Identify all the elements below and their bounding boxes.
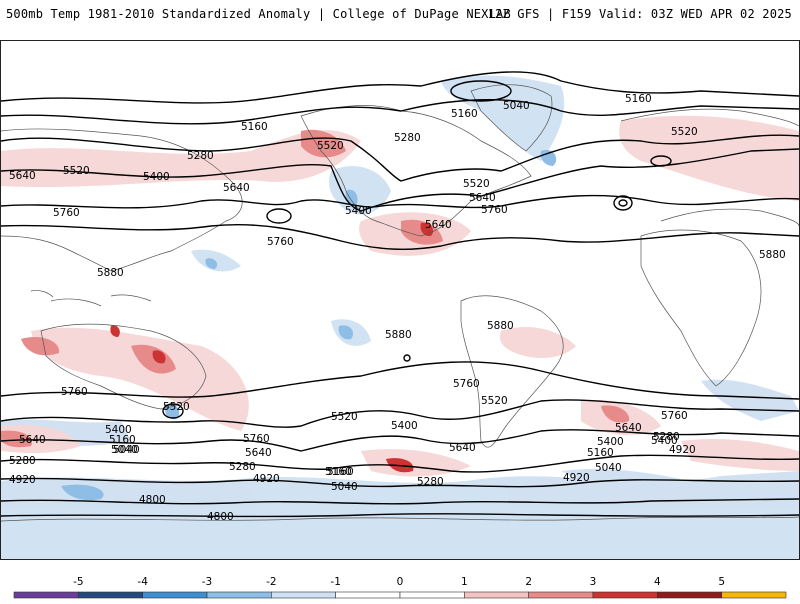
colorbar-segment — [271, 591, 336, 599]
contour-label: 5640 — [469, 192, 496, 204]
contour-label: 5640 — [19, 434, 46, 446]
contour-label: 4920 — [563, 472, 590, 484]
contour-label: 5280 — [394, 132, 421, 144]
contour-label: 5760 — [661, 410, 688, 422]
contour-label: 4800 — [207, 511, 234, 523]
contour-label: 5040 — [503, 100, 530, 112]
colorbar-segment — [721, 591, 787, 599]
height-contours — [1, 71, 799, 518]
contour-label: 5520 — [463, 178, 490, 190]
contour-labels: 5160 5040 5160 5160 5280 5520 5280 5640 … — [9, 93, 786, 523]
contour-label: 5760 — [267, 236, 294, 248]
colorbar-segment — [78, 591, 143, 599]
contour-label: 5040 — [111, 444, 138, 456]
contour-label: 5520 — [317, 140, 344, 152]
colorbar-tick-label: 3 — [590, 576, 597, 588]
contour-label: 5760 — [53, 207, 80, 219]
colorbar-tick-label: 0 — [397, 576, 404, 588]
map-panel: 5160 5040 5160 5160 5280 5520 5280 5640 … — [0, 40, 800, 560]
contour-label: 5160 — [327, 466, 354, 478]
anomaly-map: 5160 5040 5160 5160 5280 5520 5280 5640 … — [1, 71, 799, 559]
contour-label: 4920 — [253, 473, 280, 485]
contour-label: 5280 — [187, 150, 214, 162]
contour-label: 5400 — [143, 171, 170, 183]
contour-label: 5160 — [325, 466, 352, 478]
contour-label: 5760 — [481, 204, 508, 216]
coastlines — [1, 84, 799, 522]
colorbar-segment — [13, 591, 79, 599]
colorbar-tick-label: -2 — [266, 576, 276, 588]
contour-label: 5400 — [391, 420, 418, 432]
contour-label: 5880 — [759, 249, 786, 261]
contour-label: 5400 — [105, 424, 132, 436]
contour-label: 5640 — [449, 442, 476, 454]
colorbar-segment — [528, 591, 594, 599]
contour-label: 5880 — [97, 267, 124, 279]
colorbar-segment — [142, 591, 208, 599]
contour-label: 4800 — [139, 494, 166, 506]
anomaly-colorbar: -5 -4 -3 -2 -1 0 1 2 3 4 5 — [0, 570, 800, 600]
contour-label: 5640 — [425, 219, 452, 231]
colorbar-segment — [206, 591, 272, 599]
map-title: 500mb Temp 1981-2010 Standardized Anomal… — [6, 7, 511, 21]
contour-label: 5640 — [9, 170, 36, 182]
contour-label: 5280 — [229, 461, 256, 473]
contour-label: 5640 — [223, 182, 250, 194]
colorbar-tick-label: 4 — [654, 576, 661, 588]
contour-label: 5520 — [163, 401, 190, 413]
contour-label: 5520 — [331, 411, 358, 423]
contour-label: 5280 — [9, 455, 36, 467]
contour-label: 5040 — [113, 444, 140, 456]
colorbar-segment — [657, 591, 722, 599]
contour-label: 5400 — [345, 205, 372, 217]
contour-label: 5280 — [653, 431, 680, 443]
colorbar-tick-label: 5 — [718, 576, 725, 588]
contour-label: 5640 — [245, 447, 272, 459]
colorbar-tick-label: 1 — [461, 576, 468, 588]
contour-label: 5040 — [331, 481, 358, 493]
contour-label: 5880 — [487, 320, 514, 332]
contour-label: 5760 — [61, 386, 88, 398]
colorbar-tick-label: -3 — [202, 576, 212, 588]
colorbar-tick-label: -4 — [137, 576, 148, 588]
contour-label: 5160 — [109, 434, 136, 446]
contour-label: 5160 — [451, 108, 478, 120]
colorbar-segment — [464, 591, 529, 599]
contour-label: 5880 — [385, 329, 412, 341]
colorbar-segment — [592, 591, 658, 599]
contour-label: 5160 — [587, 447, 614, 459]
contour-label: 5400 — [597, 436, 624, 448]
contour-label: 5280 — [417, 476, 444, 488]
colorbar-tick-label: -5 — [73, 576, 83, 588]
contour-label: 5160 — [625, 93, 652, 105]
contour-label: 5640 — [615, 422, 642, 434]
contour-label: 5160 — [241, 121, 268, 133]
run-info: 12Z GFS | F159 Valid: 03Z WED APR 02 202… — [487, 7, 792, 21]
contour-label: 5400 — [651, 435, 678, 447]
colorbar-graphic: -5 -4 -3 -2 -1 0 1 2 3 4 5 — [13, 576, 787, 599]
contour-label: 5520 — [63, 165, 90, 177]
contour-label: 4920 — [669, 444, 696, 456]
colorbar-segment — [335, 591, 401, 599]
contour-label: 5760 — [243, 433, 270, 445]
header: 500mb Temp 1981-2010 Standardized Anomal… — [0, 0, 800, 30]
contour-label: 5520 — [481, 395, 508, 407]
contour-label: 5520 — [671, 126, 698, 138]
contour-label: 5040 — [595, 462, 622, 474]
colorbar-tick-label: -1 — [330, 576, 340, 588]
colorbar-tick-label: 2 — [525, 576, 532, 588]
colorbar-segment — [399, 591, 465, 599]
contour-label: 5760 — [453, 378, 480, 390]
contour-label: 4920 — [9, 474, 36, 486]
